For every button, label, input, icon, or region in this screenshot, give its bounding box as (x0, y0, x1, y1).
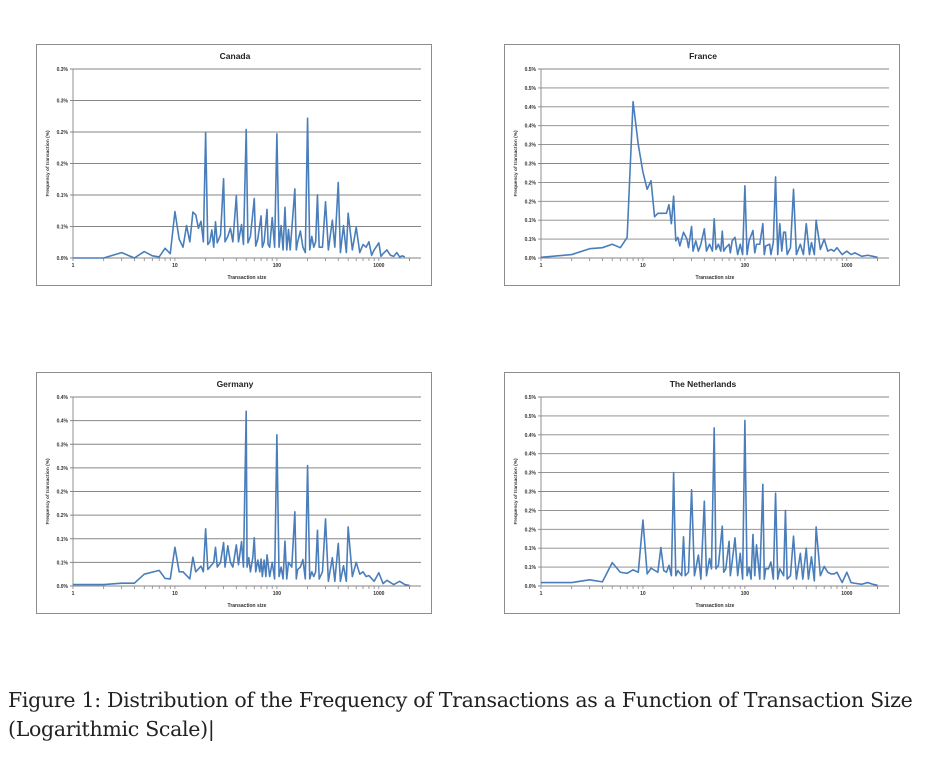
y-tick-label: 0.3% (57, 99, 69, 105)
x-axis-title: Transaction size (228, 275, 267, 281)
chart-panel-france: France 0.0% 0.1% 0.1% 0.2% 0.2% 0.3% 0.3% 0.4% 0.… (504, 44, 900, 286)
x-tick-label: 10 (640, 263, 646, 269)
x-tick-label: 1 (72, 263, 75, 269)
y-tick-label: 0.3% (57, 67, 69, 73)
y-tick-label: 0.0% (57, 256, 69, 262)
y-tick-label: 0.4% (57, 419, 69, 425)
y-axis-title: Frequency of transaction (%) (45, 130, 51, 197)
series-line (541, 419, 878, 587)
y-tick-label: 0.2% (525, 527, 537, 533)
y-tick-label: 0.1% (57, 225, 69, 231)
x-tick-label: 1 (540, 263, 543, 269)
y-tick-label: 0.5% (525, 414, 537, 420)
x-tick-label: 1000 (373, 263, 384, 269)
y-tick-label: 0.4% (525, 452, 537, 458)
x-tick-label: 1000 (841, 263, 852, 269)
y-tick-label: 0.1% (525, 218, 537, 224)
x-tick-label: 100 (741, 591, 750, 597)
x-tick-label: 100 (273, 591, 282, 597)
chart-panel-canada: Canada 0.0% 0.1% 0.1% 0.2% 0.2% 0.3% 0.3% 1 10 100… (36, 44, 432, 286)
y-tick-label: 0.1% (525, 565, 537, 571)
chart-svg-germany: Germany 0.0% 0.1% 0.1% 0.2% 0.2% 0.3% 0.3% 0.4% 0… (45, 379, 421, 609)
x-tick-label: 10 (172, 263, 178, 269)
x-tick-label: 1000 (373, 591, 384, 597)
chart-title: Canada (220, 51, 251, 61)
x-tick-label: 10 (640, 591, 646, 597)
y-tick-label: 0.5% (525, 395, 537, 401)
chart-svg-netherlands: The Netherlands 0.0% 0.1% 0.1% 0.2% 0.2% 0.3% 0… (513, 379, 889, 609)
series-line (73, 410, 410, 587)
x-tick-label: 100 (273, 263, 282, 269)
y-tick-label: 0.1% (525, 237, 537, 243)
y-tick-label: 0.3% (525, 471, 537, 477)
y-axis-title: Frequency of transaction (%) (513, 458, 519, 525)
series-line (73, 117, 406, 259)
y-tick-label: 0.2% (525, 199, 537, 205)
y-tick-label: 0.4% (57, 395, 69, 401)
x-tick-label: 1 (540, 591, 543, 597)
caption-line-2: (Logarithmic Scale)| (8, 717, 215, 741)
y-tick-label: 0.3% (525, 162, 537, 168)
y-tick-label: 0.2% (525, 180, 537, 186)
y-tick-label: 0.2% (525, 508, 537, 514)
y-tick-label: 0.1% (525, 546, 537, 552)
caption-line-1: Figure 1: Distribution of the Frequency … (8, 688, 913, 712)
y-tick-label: 0.0% (525, 256, 537, 262)
y-tick-label: 0.2% (57, 162, 69, 168)
chart-panel-netherlands: The Netherlands 0.0% 0.1% 0.1% 0.2% 0.2% 0.3% 0… (504, 372, 900, 614)
y-tick-label: 0.3% (525, 490, 537, 496)
x-tick-label: 1 (72, 591, 75, 597)
x-tick-label: 100 (741, 263, 750, 269)
y-tick-label: 0.0% (525, 584, 537, 590)
y-tick-label: 0.2% (57, 130, 69, 136)
y-tick-label: 0.2% (57, 490, 69, 496)
y-tick-label: 0.5% (525, 67, 537, 73)
y-axis-title: Frequency of transaction (%) (45, 458, 51, 525)
figure-caption: Figure 1: Distribution of the Frequency … (8, 686, 938, 744)
y-tick-label: 0.4% (525, 433, 537, 439)
x-tick-label: 1000 (841, 591, 852, 597)
y-tick-label: 0.1% (57, 560, 69, 566)
chart-title: The Netherlands (670, 379, 737, 389)
y-tick-label: 0.1% (57, 537, 69, 543)
y-tick-label: 0.4% (525, 124, 537, 130)
chart-title: France (689, 51, 717, 61)
y-tick-label: 0.2% (57, 513, 69, 519)
chart-svg-france: France 0.0% 0.1% 0.1% 0.2% 0.2% 0.3% 0.3% 0.4% 0.… (513, 51, 889, 281)
x-axis-title: Transaction size (696, 603, 735, 609)
x-axis-title: Transaction size (696, 275, 735, 281)
chart-panel-germany: Germany 0.0% 0.1% 0.1% 0.2% 0.2% 0.3% 0.3% 0.4% 0… (36, 372, 432, 614)
series-line (540, 100, 878, 259)
y-tick-label: 0.0% (57, 584, 69, 590)
y-tick-label: 0.3% (57, 442, 69, 448)
chart-svg-canada: Canada 0.0% 0.1% 0.1% 0.2% 0.2% 0.3% 0.3% 1 10 100… (45, 51, 421, 281)
y-tick-label: 0.5% (525, 86, 537, 92)
x-axis-title: Transaction size (228, 603, 267, 609)
y-tick-label: 0.3% (57, 466, 69, 472)
y-tick-label: 0.1% (57, 193, 69, 199)
y-tick-label: 0.4% (525, 105, 537, 111)
y-tick-label: 0.3% (525, 143, 537, 149)
y-axis-title: Frequency of transaction (%) (513, 130, 519, 197)
chart-title: Germany (217, 379, 254, 389)
x-tick-label: 10 (172, 591, 178, 597)
